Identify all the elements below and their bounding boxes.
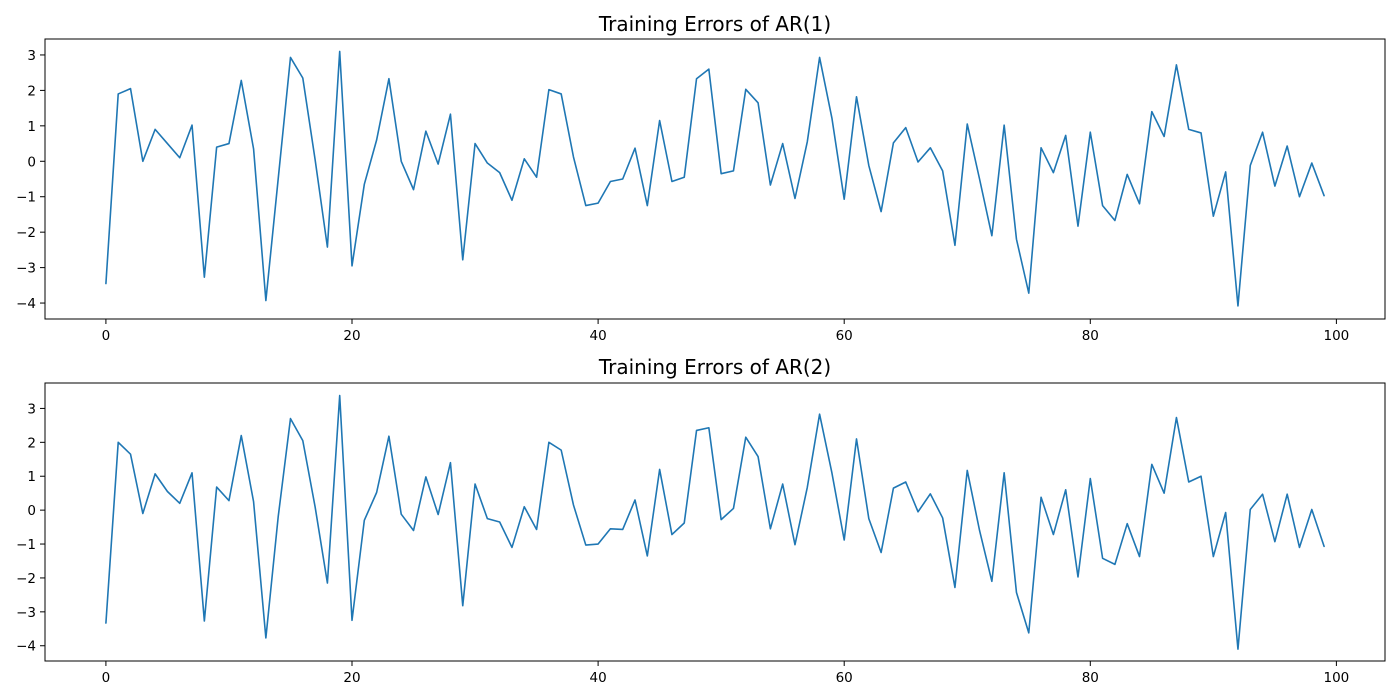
y-tick-label: −2 <box>16 571 36 587</box>
chart-title: Training Errors of AR(2) <box>598 355 831 379</box>
y-tick-label: 0 <box>27 503 36 519</box>
y-tick-label: 1 <box>27 119 36 135</box>
x-tick-label: 60 <box>836 328 853 344</box>
y-tick-label: −2 <box>16 225 36 241</box>
x-tick-label: 0 <box>102 670 111 686</box>
x-tick-label: 100 <box>1324 670 1350 686</box>
x-tick-label: 0 <box>102 328 111 344</box>
x-tick-label: 40 <box>590 328 607 344</box>
y-tick-label: −3 <box>16 261 36 277</box>
x-tick-label: 40 <box>590 670 607 686</box>
chart-title: Training Errors of AR(1) <box>598 12 831 36</box>
y-tick-label: 1 <box>27 469 36 485</box>
y-tick-label: 2 <box>27 435 36 451</box>
axes-frame <box>44 38 1386 320</box>
x-tick-label: 20 <box>343 670 360 686</box>
chart-2: Training Errors of AR(2)0 20 40 60 80 100−4−3… <box>16 355 1386 686</box>
x-tick-label: 80 <box>1082 670 1099 686</box>
axes-frame <box>44 382 1386 662</box>
x-tick-label: 100 <box>1324 328 1350 344</box>
series-line <box>105 394 1325 650</box>
series-line <box>105 50 1325 307</box>
chart-1: Training Errors of AR(1)0 20 40 60 80 100−4−3… <box>16 12 1386 344</box>
y-tick-label: −4 <box>16 639 36 655</box>
y-tick-label: −3 <box>16 605 36 621</box>
y-tick-label: 2 <box>27 83 36 99</box>
y-tick-label: −1 <box>16 190 36 206</box>
y-tick-label: −4 <box>16 296 36 312</box>
y-tick-label: 3 <box>27 401 36 417</box>
y-tick-label: −1 <box>16 537 36 553</box>
x-tick-label: 60 <box>836 670 853 686</box>
y-tick-label: 0 <box>27 154 36 170</box>
x-tick-label: 80 <box>1082 328 1099 344</box>
y-tick-label: 3 <box>27 48 36 64</box>
x-tick-label: 20 <box>343 328 360 344</box>
